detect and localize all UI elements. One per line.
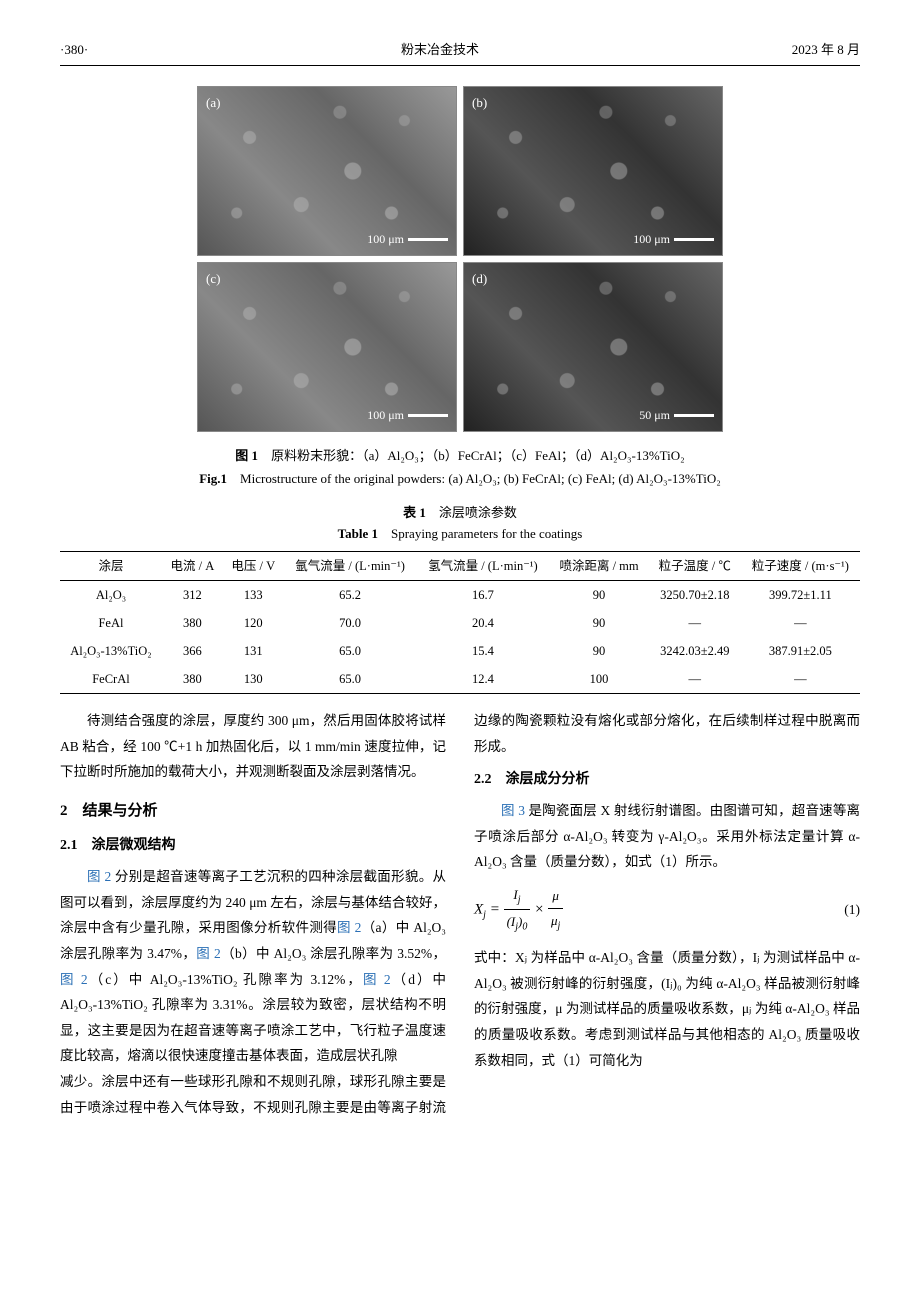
panel-tag: (b) xyxy=(472,93,487,114)
scale-bar: 100 μm xyxy=(367,230,448,249)
figure-1d: (d) 50 μm xyxy=(463,262,723,432)
col-header: 氩气流量 / (L·min⁻¹) xyxy=(284,551,417,580)
heading-2: 2 结果与分析 xyxy=(60,797,446,826)
panel-tag: (c) xyxy=(206,269,220,290)
col-header: 涂层 xyxy=(60,551,162,580)
paragraph: 图 3 是陶瓷面层 X 射线衍射谱图。由图谱可知，超音速等离子喷涂后部分 α-A… xyxy=(474,798,860,875)
table-title-en: Spraying parameters for the coatings xyxy=(378,526,582,541)
figure-1: (a) 100 μm (b) 100 μm (c) 100 μm (d) 50 … xyxy=(60,86,860,490)
heading-3: 2.1 涂层微观结构 xyxy=(60,833,446,860)
col-header: 粒子速度 / (m·s⁻¹) xyxy=(741,551,860,580)
figure-ref: 图 2 xyxy=(363,972,391,987)
table-label-cn: 表 1 xyxy=(403,505,426,520)
body-columns: 待测结合强度的涂层，厚度约 300 μm，然后用固体胶将试样 AB 粘合，经 1… xyxy=(60,708,860,1120)
table-row: FeCrAl38013065.012.4100—— xyxy=(60,665,860,694)
heading-3: 2.2 涂层成分分析 xyxy=(474,767,860,794)
table-1: 涂层 电流 / A 电压 / V 氩气流量 / (L·min⁻¹) 氢气流量 /… xyxy=(60,551,860,694)
figure-1b: (b) 100 μm xyxy=(463,86,723,256)
figure-row-bottom: (c) 100 μm (d) 50 μm xyxy=(197,262,723,432)
col-header: 喷涂距离 / mm xyxy=(549,551,649,580)
caption-label-cn: 图 1 xyxy=(235,448,258,463)
caption-text-en: Microstructure of the original powders: … xyxy=(227,471,721,486)
panel-tag: (d) xyxy=(472,269,487,290)
table-row: FeAl38012070.020.490—— xyxy=(60,609,860,637)
figure-row-top: (a) 100 μm (b) 100 μm xyxy=(197,86,723,256)
figure-ref: 图 2 xyxy=(60,972,88,987)
col-header: 电流 / A xyxy=(162,551,223,580)
equation-number: (1) xyxy=(844,897,860,923)
figure-ref: 图 2 xyxy=(87,869,111,884)
figure-1-caption: 图 1 原料粉末形貌：（a）Al₂O₃；（b）FeCrAl；（c）FeAl；（d… xyxy=(199,446,721,490)
paragraph: 式中：Xⱼ 为样品中 α-Al₂O₃ 含量（质量分数），Iⱼ 为测试样品中 α-… xyxy=(474,945,860,1073)
equation-1: Xj = Ij(Ij)0 × μμj (1) xyxy=(474,883,860,937)
figure-1a: (a) 100 μm xyxy=(197,86,457,256)
paragraph: 图 2 分别是超音速等离子工艺沉积的四种涂层截面形貌。从图可以看到，涂层厚度约为… xyxy=(60,864,446,1069)
issue-date: 2023 年 8 月 xyxy=(792,40,860,61)
table-row: Al₂O₃31213365.216.7903250.70±2.18399.72±… xyxy=(60,580,860,609)
page-number: ·380· xyxy=(60,40,88,61)
col-header: 氢气流量 / (L·min⁻¹) xyxy=(416,551,549,580)
paragraph: 待测结合强度的涂层，厚度约 300 μm，然后用固体胶将试样 AB 粘合，经 1… xyxy=(60,708,446,785)
figure-ref: 图 2 xyxy=(337,920,361,935)
table-label-en: Table 1 xyxy=(338,526,378,541)
caption-text-cn: 原料粉末形貌：（a）Al₂O₃；（b）FeCrAl；（c）FeAl；（d）Al₂… xyxy=(258,448,685,463)
scale-bar: 50 μm xyxy=(639,406,714,425)
table-title-cn: 涂层喷涂参数 xyxy=(426,505,517,520)
col-header: 电压 / V xyxy=(223,551,284,580)
panel-tag: (a) xyxy=(206,93,220,114)
table-row: Al₂O₃-13%TiO₂36613165.015.4903242.03±2.4… xyxy=(60,637,860,665)
figure-ref: 图 3 xyxy=(501,803,525,818)
scale-bar: 100 μm xyxy=(633,230,714,249)
figure-ref: 图 2 xyxy=(196,946,220,961)
caption-label-en: Fig.1 xyxy=(199,471,227,486)
col-header: 粒子温度 / ℃ xyxy=(649,551,741,580)
table-1-title: 表 1 涂层喷涂参数 Table 1 Spraying parameters f… xyxy=(60,503,860,545)
figure-1c: (c) 100 μm xyxy=(197,262,457,432)
equation-expression: Xj = Ij(Ij)0 × μμj xyxy=(474,883,563,937)
journal-title: 粉末冶金技术 xyxy=(401,40,479,61)
scale-bar: 100 μm xyxy=(367,406,448,425)
running-header: ·380· 粉末冶金技术 2023 年 8 月 xyxy=(60,40,860,66)
